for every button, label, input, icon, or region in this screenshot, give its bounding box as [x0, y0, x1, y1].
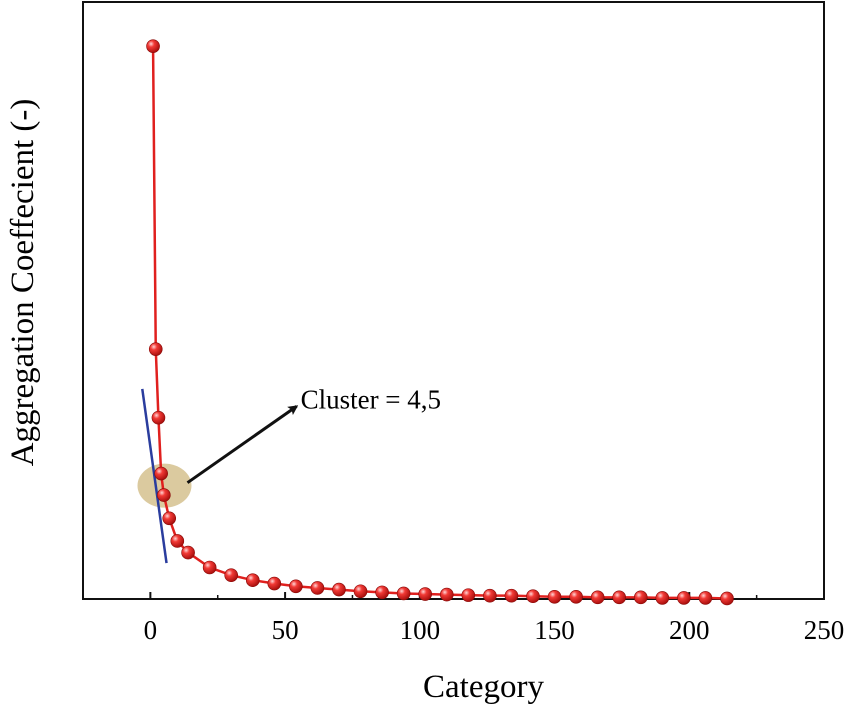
data-point — [148, 342, 163, 356]
data-point — [612, 590, 627, 605]
data-point — [439, 587, 454, 602]
data-point — [170, 534, 185, 548]
data-point — [202, 560, 217, 575]
data-point — [547, 589, 562, 604]
data-point — [526, 589, 540, 604]
x-tick-label: 0 — [144, 615, 158, 645]
data-point — [590, 590, 605, 605]
data-point — [655, 591, 670, 605]
data-point — [633, 590, 648, 605]
data-point — [418, 587, 433, 601]
axes-group: 0 50 100 150 200 250 — [82, 1, 845, 645]
data-point — [698, 591, 713, 605]
y-axis-title: Aggregation Coeffecient (-) — [5, 99, 41, 467]
data-point — [353, 584, 368, 599]
annotation-group: Cluster = 4,5 — [186, 384, 441, 484]
data-point — [289, 579, 303, 594]
data-point — [146, 39, 160, 54]
data-point — [151, 410, 166, 425]
data-point — [677, 591, 691, 605]
x-tick-label: 100 — [400, 615, 441, 645]
x-tick-label: 250 — [804, 615, 845, 645]
series-group — [146, 39, 734, 606]
highlight-ellipse — [137, 463, 192, 508]
x-axis-title: Category — [423, 669, 544, 705]
data-point — [267, 576, 282, 591]
data-point — [461, 588, 476, 602]
data-point — [157, 488, 171, 502]
data-point — [245, 573, 260, 588]
data-point — [483, 588, 497, 603]
data-point — [504, 588, 519, 603]
data-point — [720, 591, 734, 606]
annotation-label: Cluster = 4,5 — [301, 384, 441, 414]
data-point — [181, 545, 195, 560]
data-point — [154, 466, 168, 481]
annotation-arrow — [186, 405, 299, 484]
data-point — [162, 511, 177, 526]
data-point — [310, 581, 325, 595]
x-tick-label: 150 — [534, 615, 575, 645]
plot-frame — [82, 1, 825, 600]
series-line — [151, 46, 728, 600]
decor-group — [137, 388, 192, 564]
data-point — [375, 585, 389, 600]
x-tick-label: 200 — [669, 615, 710, 645]
data-point — [396, 586, 411, 601]
data-point — [569, 589, 583, 604]
tangent-line — [141, 388, 168, 564]
data-point — [332, 582, 346, 597]
data-point — [224, 568, 238, 583]
x-tick-label: 50 — [272, 615, 299, 645]
